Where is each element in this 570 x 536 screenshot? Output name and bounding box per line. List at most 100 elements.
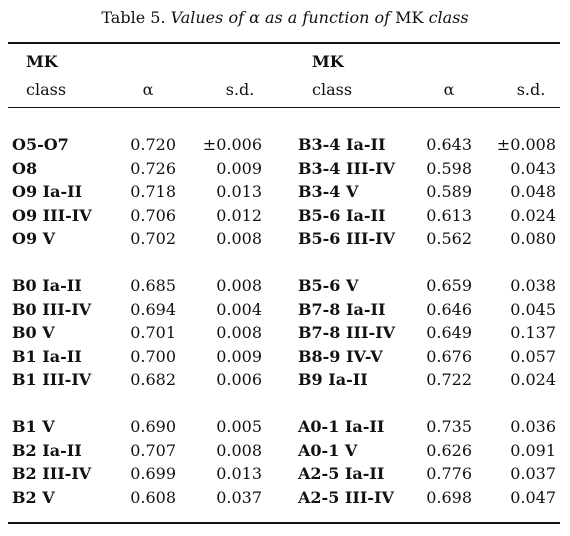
header-sd: s.d. xyxy=(516,80,546,99)
cell-sd: 0.057 xyxy=(510,346,556,366)
cell-sd: 0.012 xyxy=(216,205,262,225)
cell-class: B0 V xyxy=(12,323,55,342)
cell-class: B5-6 V xyxy=(298,276,359,295)
title-mk: MK xyxy=(395,8,424,27)
cell-sd: 0.013 xyxy=(216,464,262,483)
cell-class: B0 Ia-II xyxy=(12,276,82,295)
cell-class: A0-1 V xyxy=(298,440,358,460)
cell-class: O9 V xyxy=(12,229,56,248)
cell-alpha: 0.720 xyxy=(130,135,176,154)
cell-alpha: 0.698 xyxy=(426,487,472,507)
cell-alpha: 0.776 xyxy=(426,464,472,483)
cell-sd: 0.009 xyxy=(216,346,262,366)
cell-alpha: 0.643 xyxy=(426,135,472,154)
header-mk: MK xyxy=(312,52,344,71)
title-end: class xyxy=(428,8,469,27)
cell-alpha: 0.659 xyxy=(426,276,472,295)
cell-sd: 0.038 xyxy=(510,276,556,295)
cell-sd: 0.008 xyxy=(216,229,262,248)
cell-class: B5-6 III-IV xyxy=(298,229,395,248)
title-label: Table 5. xyxy=(101,8,166,27)
cell-class: B3-4 III-IV xyxy=(298,158,395,178)
cell-class: B7-8 Ia-II xyxy=(298,299,386,319)
cell-sd: 0.037 xyxy=(216,487,262,507)
cell-class: B9 Ia-II xyxy=(298,370,368,389)
cell-alpha: 0.694 xyxy=(130,299,176,319)
cell-class: B1 III-IV xyxy=(12,370,92,389)
header-alpha: α xyxy=(443,80,455,99)
cell-sd: 0.008 xyxy=(216,440,262,460)
cell-class: B8-9 IV-V xyxy=(298,346,383,366)
cell-sd: 0.043 xyxy=(510,158,556,178)
title-text: Values of α as a function of xyxy=(170,8,391,27)
table-title: Table 5. Values of α as a function of MK… xyxy=(0,8,570,27)
cell-sd: 0.024 xyxy=(510,205,556,225)
cell-alpha: 0.706 xyxy=(130,205,176,225)
cell-class: A0-1 Ia-II xyxy=(298,417,385,436)
cell-alpha: 0.702 xyxy=(130,229,176,248)
cell-class: B0 III-IV xyxy=(12,299,92,319)
cell-alpha: 0.626 xyxy=(426,440,472,460)
cell-sd: 0.047 xyxy=(510,487,556,507)
cell-sd: 0.009 xyxy=(216,158,262,178)
cell-alpha: 0.718 xyxy=(130,182,176,201)
cell-class: O8 xyxy=(12,158,38,178)
cell-sd: 0.080 xyxy=(510,229,556,248)
cell-alpha: 0.699 xyxy=(130,464,176,483)
cell-class: O9 Ia-II xyxy=(12,182,83,201)
cell-alpha: 0.646 xyxy=(426,299,472,319)
cell-alpha: 0.726 xyxy=(130,158,176,178)
cell-class: B3-4 V xyxy=(298,182,359,201)
top-rule xyxy=(8,42,560,44)
cell-class: B1 V xyxy=(12,417,55,436)
cell-sd: 0.013 xyxy=(216,182,262,201)
cell-alpha: 0.685 xyxy=(130,276,176,295)
header-class: class xyxy=(26,80,67,99)
cell-sd: 0.008 xyxy=(216,276,262,295)
cell-sd: 0.008 xyxy=(216,323,262,342)
cell-class: A2-5 Ia-II xyxy=(298,464,385,483)
cell-sd: 0.137 xyxy=(510,323,556,342)
header-sd: s.d. xyxy=(225,80,255,99)
cell-class: B7-8 III-IV xyxy=(298,323,395,342)
header-rule xyxy=(8,107,560,108)
cell-sd: 0.037 xyxy=(510,464,556,483)
cell-alpha: 0.649 xyxy=(426,323,472,342)
cell-alpha: 0.690 xyxy=(130,417,176,436)
cell-class: B5-6 Ia-II xyxy=(298,205,386,225)
cell-sd: ±0.008 xyxy=(496,135,556,154)
header-mk: MK xyxy=(26,52,58,71)
cell-class: B2 Ia-II xyxy=(12,440,82,460)
cell-class: B3-4 Ia-II xyxy=(298,135,386,154)
cell-alpha: 0.735 xyxy=(426,417,472,436)
cell-alpha: 0.682 xyxy=(130,370,176,389)
cell-alpha: 0.613 xyxy=(426,205,472,225)
cell-class: B2 III-IV xyxy=(12,464,92,483)
header-class: class xyxy=(312,80,353,99)
bottom-rule xyxy=(8,522,560,524)
cell-sd: 0.024 xyxy=(510,370,556,389)
cell-class: O5-O7 xyxy=(12,135,69,154)
cell-sd: 0.036 xyxy=(510,417,556,436)
cell-alpha: 0.700 xyxy=(130,346,176,366)
cell-class: B2 V xyxy=(12,487,55,507)
cell-alpha: 0.608 xyxy=(130,487,176,507)
cell-alpha: 0.707 xyxy=(130,440,176,460)
cell-sd: 0.005 xyxy=(216,417,262,436)
cell-class: A2-5 III-IV xyxy=(298,487,394,507)
cell-alpha: 0.562 xyxy=(426,229,472,248)
cell-class: B1 Ia-II xyxy=(12,346,82,366)
cell-alpha: 0.701 xyxy=(130,323,176,342)
header-alpha: α xyxy=(142,80,154,99)
cell-alpha: 0.598 xyxy=(426,158,472,178)
cell-sd: 0.004 xyxy=(216,299,262,319)
cell-sd: 0.048 xyxy=(510,182,556,201)
cell-alpha: 0.722 xyxy=(426,370,472,389)
cell-class: O9 III-IV xyxy=(12,205,92,225)
cell-alpha: 0.589 xyxy=(426,182,472,201)
cell-sd: 0.091 xyxy=(510,440,556,460)
cell-sd: ±0.006 xyxy=(202,135,262,154)
cell-sd: 0.045 xyxy=(510,299,556,319)
cell-alpha: 0.676 xyxy=(426,346,472,366)
